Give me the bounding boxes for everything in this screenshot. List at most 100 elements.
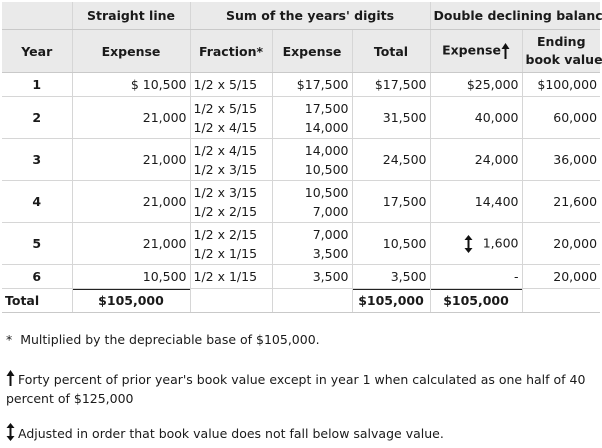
syd-expense-header: Expense	[272, 29, 353, 73]
fraction-cell-line: 1/2 x 5/15	[193, 77, 258, 92]
totals-label: Total	[2, 288, 73, 313]
fraction-cell: 1/2 x 3/15 1/2 x 2/15	[190, 180, 273, 223]
ddb-expense-value: 40,000	[474, 110, 519, 125]
syd-total-cell: 24,500	[352, 138, 431, 181]
syd-total-value: $105,000	[352, 288, 431, 313]
updown-arrow-footnote-text: Adjusted in order that book value does n…	[18, 426, 444, 441]
fraction-cell: 1/2 x 5/15 1/2 x 4/15	[190, 96, 273, 139]
syd-expense-cell-line: 14,000	[304, 119, 349, 135]
syd-expense-cell-line: 14,000	[304, 142, 349, 158]
fraction-cell: 1/2 x 4/15 1/2 x 3/15	[190, 138, 273, 181]
ending-book-value-line2: book value	[525, 52, 602, 67]
asterisk-footnote: * Multiplied by the depreciable base of …	[6, 330, 320, 349]
ddb-expense-header-label: Expense	[442, 42, 501, 58]
table-row: 4 21,000 1/2 x 3/15 1/2 x 2/15 10,500 7,000 17…	[2, 180, 601, 223]
book-value-cell: 36,000	[522, 138, 601, 181]
asterisk-footnote-text: Multiplied by the depreciable base of $1…	[20, 332, 320, 347]
empty-total-cell	[522, 288, 601, 313]
empty-total-cell	[190, 288, 273, 313]
syd-total-cell: 10,500	[352, 222, 431, 265]
fraction-header: Fraction*	[190, 29, 273, 73]
sl-expense-cell: 21,000	[72, 138, 191, 181]
book-value-cell: $100,000	[522, 72, 601, 97]
ending-book-value-line1: Ending	[537, 34, 586, 49]
up-arrow-icon	[501, 43, 510, 59]
fraction-cell: 1/2 x 1/15	[190, 264, 273, 289]
ddb-expense-cell: 24,000	[430, 138, 523, 181]
year-cell: 4	[2, 180, 73, 223]
syd-header: Sum of the years' digits	[190, 2, 431, 30]
syd-expense-cell-line: $17,500	[296, 77, 349, 92]
table-row: 2 21,000 1/2 x 5/15 1/2 x 4/15 17,500 14,000 3…	[2, 96, 601, 139]
fraction-cell-line: 1/2 x 3/15	[193, 161, 258, 177]
up-arrow-footnote-text: Forty percent of prior year's book value…	[6, 372, 586, 406]
ending-book-value-header: Ending book value	[522, 29, 602, 73]
sl-total-value: $105,000	[72, 288, 191, 313]
method-header-row: Straight line Sum of the years' digits D…	[2, 2, 602, 30]
fraction-cell: 1/2 x 5/15	[190, 72, 273, 97]
ddb-total-value: $105,000	[430, 288, 523, 313]
ddb-expense-header: Expense	[430, 29, 523, 73]
table-row: 3 21,000 1/2 x 4/15 1/2 x 3/15 14,000 10,500 2…	[2, 138, 601, 181]
book-value-cell: 20,000	[522, 222, 601, 265]
ddb-expense-value: -	[514, 269, 519, 284]
fraction-cell-line: 1/2 x 4/15	[193, 142, 258, 158]
fraction-cell-line: 1/2 x 5/15	[193, 100, 258, 116]
syd-expense-cell: 14,000 10,500	[272, 138, 353, 181]
syd-expense-cell: $17,500	[272, 72, 353, 97]
syd-expense-cell-line: 10,500	[304, 161, 349, 177]
syd-expense-cell-line: 10,500	[304, 184, 349, 200]
up-arrow-footnote: Forty percent of prior year's book value…	[6, 369, 596, 408]
depreciation-table: Straight line Sum of the years' digits D…	[2, 2, 602, 313]
syd-total-header: Total	[352, 29, 431, 73]
ddb-expense-value: 1,600	[482, 235, 519, 250]
table-body: 1 $ 10,500 1/2 x 5/15 $17,500 $17,500 $25,000…	[2, 72, 601, 289]
year-cell: 3	[2, 138, 73, 181]
up-down-arrow-icon	[6, 423, 15, 441]
syd-expense-cell: 10,500 7,000	[272, 180, 353, 223]
syd-total-cell: 17,500	[352, 180, 431, 223]
sl-expense-cell: 21,000	[72, 180, 191, 223]
syd-expense-cell: 17,500 14,000	[272, 96, 353, 139]
fraction-cell-line: 1/2 x 3/15	[193, 184, 258, 200]
table-row: 5 21,000 1/2 x 2/15 1/2 x 1/15 7,000 3,500 10,…	[2, 222, 601, 265]
book-value-cell: 60,000	[522, 96, 601, 139]
syd-total-cell: 3,500	[352, 264, 431, 289]
blank-header-cell	[2, 2, 73, 30]
straight-line-header: Straight line	[72, 2, 191, 30]
year-cell: 5	[2, 222, 73, 265]
up-arrow-icon	[6, 370, 15, 386]
empty-total-cell	[272, 288, 353, 313]
ddb-expense-value: 14,400	[474, 194, 519, 209]
fraction-cell-line: 1/2 x 1/15	[193, 245, 258, 261]
syd-expense-cell-line: 3,500	[312, 245, 349, 261]
ddb-expense-cell: 14,400	[430, 180, 523, 223]
book-value-cell: 20,000	[522, 264, 601, 289]
totals-row: Total $105,000 $105,000 $105,000	[2, 288, 601, 313]
sl-expense-header: Expense	[72, 29, 191, 73]
fraction-cell-line: 1/2 x 2/15	[193, 203, 258, 219]
footnotes: * Multiplied by the depreciable base of …	[0, 317, 602, 448]
syd-expense-cell-line: 7,000	[312, 203, 349, 219]
syd-expense-cell-line: 17,500	[304, 100, 349, 116]
year-cell: 1	[2, 72, 73, 97]
table-row: 6 10,500 1/2 x 1/15 3,500 3,500 -20,000	[2, 264, 601, 289]
up-down-arrow-icon	[464, 234, 473, 253]
fraction-cell: 1/2 x 2/15 1/2 x 1/15	[190, 222, 273, 265]
sl-expense-cell: 21,000	[72, 222, 191, 265]
syd-expense-cell-line: 3,500	[312, 269, 349, 284]
year-cell: 2	[2, 96, 73, 139]
fraction-cell-line: 1/2 x 2/15	[193, 226, 258, 242]
ddb-expense-value: $25,000	[466, 77, 519, 92]
syd-total-cell: $17,500	[352, 72, 431, 97]
ddb-header: Double declining balance	[430, 2, 602, 30]
ddb-expense-cell: -	[430, 264, 523, 289]
book-value-cell: 21,600	[522, 180, 601, 223]
fraction-cell-line: 1/2 x 1/15	[193, 269, 258, 284]
year-cell: 6	[2, 264, 73, 289]
asterisk-symbol: *	[6, 332, 13, 347]
table-row: 1 $ 10,500 1/2 x 5/15 $17,500 $17,500 $25,000…	[2, 72, 601, 97]
updown-arrow-footnote: Adjusted in order that book value does n…	[6, 423, 444, 443]
ddb-expense-cell: 40,000	[430, 96, 523, 139]
